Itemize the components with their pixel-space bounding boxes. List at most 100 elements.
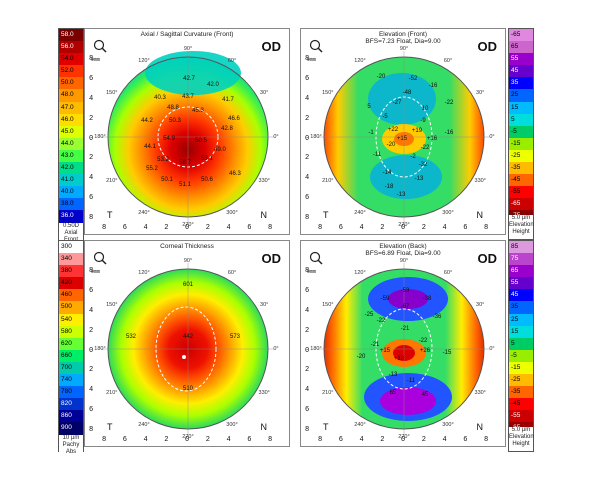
scale-cell: 820 [59,398,83,411]
scale-cell: 35 [509,301,533,314]
map-value: 44.2 [141,118,153,124]
map-value: -13 [396,192,406,198]
scale-cell: 900 [59,422,83,435]
x-axis-tick: 8 [484,224,489,232]
scale-cell: 300 [59,241,83,254]
y-axis-tick: 2 [89,366,94,375]
scale-cell: -25 [509,149,533,163]
y-axis-tick: 6 [305,286,310,295]
map-value: -27 [392,100,402,106]
zoom-icon[interactable] [93,251,107,269]
map-value: -32 [418,162,428,168]
x-axis-tick: 6 [122,436,127,444]
x-axis-tick: 8 [318,224,323,232]
x-axis-tick: 0 [185,436,190,444]
scale-cell: 740 [59,374,83,387]
map-value: +16 [426,136,438,142]
front-elevation-map [318,51,490,223]
degree-mark: 240° [354,210,366,217]
y-axis-tick: 8 [89,214,94,222]
scale-cell: 5 [509,113,533,126]
map-value: 601 [182,282,194,288]
scale-cell: 5 [509,337,533,350]
pachy-scale-footer: 10 µm Pachy Abs [59,435,83,456]
map-value: 573 [229,334,241,340]
y-axis-tick: 6 [89,194,94,203]
degree-mark: 0° [273,346,279,352]
degree-mark: 30° [260,302,269,308]
axial-curvature-panel[interactable]: Axial / Sagittal Curvature (Front) 42.7 4… [84,28,290,235]
back-elevation-panel[interactable]: Elevation (Back) BFS=6.89 Float, Dia=9.0… [300,240,506,447]
scale-mode: Pachy [62,442,80,448]
scale-cell: 47.0 [59,101,83,114]
scale-cell: 780 [59,386,83,399]
y-axis-tick: 8 [89,55,94,63]
map-value: -1 [368,130,374,136]
map-value: -53 [400,288,410,294]
x-axis-tick: 4 [442,224,447,232]
scale-cell: 75 [509,253,533,266]
eye-od-label: OD [477,251,498,266]
x-axis-tick: 8 [268,224,273,232]
scale-cell: -45 [509,174,533,187]
x-axis-tick: 4 [442,436,447,444]
scale-cell: 35 [509,77,533,90]
panel-subtitle: BFS=6.89 Float, Dia=9.00 [365,250,441,257]
map-value: 55.2 [146,166,158,172]
degree-mark: 180° [94,134,106,140]
map-value: 48.8 [167,105,179,111]
x-axis-tick: 6 [122,224,127,232]
zoom-icon[interactable] [93,39,107,57]
map-value: -22 [418,338,428,344]
map-value: 10 [421,106,429,112]
degree-mark: 90° [399,46,409,52]
map-value: 51.1 [179,182,191,188]
x-axis-tick: 4 [143,436,148,444]
y-axis-tick: 4 [305,94,310,103]
scale-cell: 45 [509,289,533,302]
map-value: 54.9 [163,136,175,142]
scale-cell: 54.0 [59,53,83,66]
map-value: -38 [422,296,432,302]
x-axis-tick: 2 [421,224,426,232]
scale-cell: 380 [59,265,83,278]
nasal-label: N [476,210,484,220]
map-value: 50.1 [161,177,173,183]
map-value: +26 [419,348,431,354]
x-axis-tick: 2 [421,436,426,444]
degree-mark: 120° [138,57,150,64]
degree-mark: 0° [489,346,495,352]
zoom-icon[interactable] [309,39,323,57]
scale-cell: 40.0 [59,186,83,199]
scale-cell: 660 [59,349,83,362]
map-value: +18 [393,356,405,362]
corneal-thickness-panel[interactable]: Corneal Thickness 601 532 442 573 510 8 6 4 2 0 2 4… [84,240,290,447]
degree-mark: 0° [273,134,279,140]
y-axis-tick: 8 [305,214,310,222]
scale-cell: 45 [509,65,533,78]
degree-mark: 120° [354,269,366,276]
map-value: -22 [376,318,386,324]
x-axis-tick: 2 [380,224,385,232]
back-elevation-scale-footer: 5.0 µm Elevation Height [509,427,534,448]
scale-cell: -25 [509,374,533,387]
scale-cell: 15 [509,101,533,114]
front-elevation-panel[interactable]: Elevation (Front) BFS=7.23 Float, Dia=9.… [300,28,506,235]
scale-cell: 55 [509,53,533,66]
map-value: 53.1 [201,156,213,162]
map-value: 510 [182,386,194,392]
degree-mark: 60° [227,57,237,64]
zoom-icon[interactable] [309,251,323,269]
x-axis-tick: 4 [359,436,364,444]
map-value: 58.7 [179,160,191,166]
temporal-label: T [107,422,113,432]
y-axis-tick: 0 [89,346,94,355]
y-axis-tick: 0 [305,134,310,143]
scale-surface: Height [512,229,530,235]
zoom-label: 9mm [91,57,101,63]
degree-mark: 30° [476,90,485,96]
degree-mark: 180° [310,346,322,352]
x-axis-tick: 2 [205,224,210,232]
x-axis-tick: 0 [401,224,406,232]
degree-mark: 30° [476,302,485,308]
